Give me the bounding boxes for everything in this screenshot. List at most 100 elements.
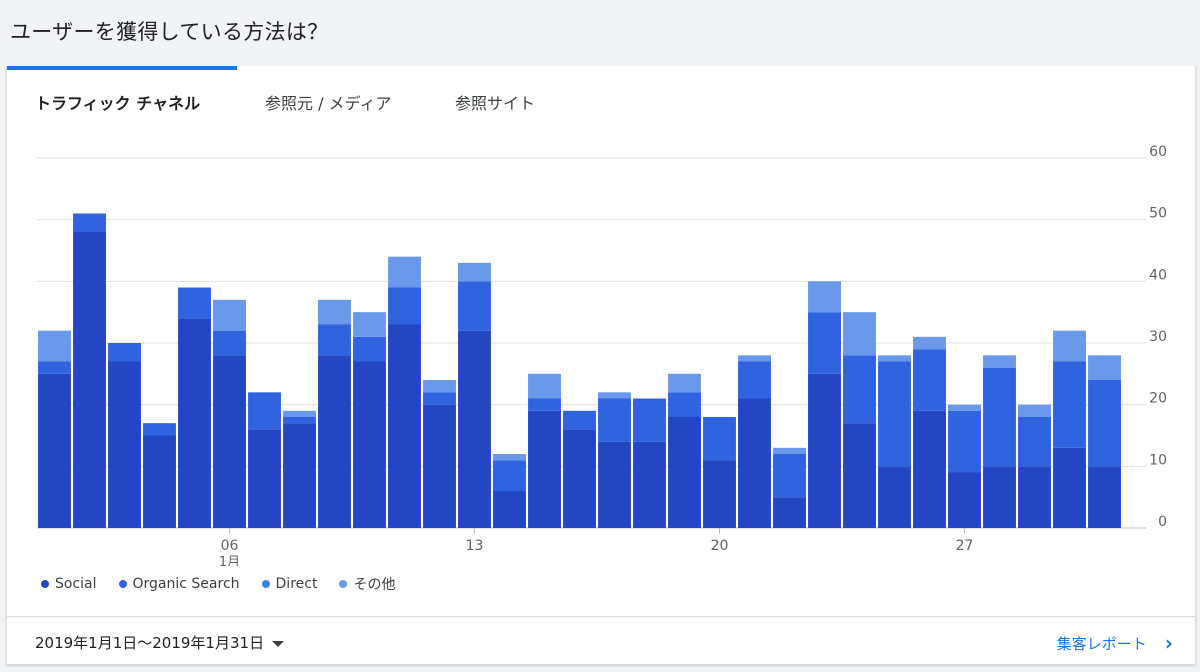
tab-source-medium[interactable]: 参照元 / メディア: [265, 94, 392, 113]
bar-segment-その他[interactable]: [388, 256, 421, 288]
bar-segment-その他[interactable]: [528, 373, 561, 399]
bar-segment-organic-search[interactable]: [178, 287, 211, 319]
legend-item[interactable]: Social: [41, 574, 97, 594]
bar-segment-organic-search[interactable]: [878, 361, 911, 467]
bar-segment-social[interactable]: [178, 318, 211, 528]
bar-segment-organic-search[interactable]: [353, 336, 386, 362]
bar-segment-social[interactable]: [73, 232, 106, 528]
legend-label: Organic Search: [132, 576, 240, 592]
bar-segment-social[interactable]: [528, 410, 561, 528]
bar-segment-その他[interactable]: [738, 355, 771, 362]
bar-segment-organic-search[interactable]: [913, 349, 946, 411]
bar-segment-social[interactable]: [458, 330, 491, 528]
legend-item[interactable]: その他: [339, 574, 395, 594]
bar-segment-organic-search[interactable]: [598, 398, 631, 442]
bar-segment-organic-search[interactable]: [843, 355, 876, 424]
bar-segment-social[interactable]: [808, 373, 841, 528]
bar-segment-social[interactable]: [598, 441, 631, 528]
bar-segment-その他[interactable]: [843, 312, 876, 356]
bar-segment-social[interactable]: [38, 373, 71, 528]
bar-segment-organic-search[interactable]: [143, 423, 176, 436]
chevron-right-icon: ›: [1164, 631, 1173, 655]
bar-segment-organic-search[interactable]: [213, 330, 246, 356]
bar-segment-organic-search[interactable]: [563, 410, 596, 430]
bar-segment-その他[interactable]: [773, 447, 806, 454]
bar-segment-social[interactable]: [983, 466, 1016, 528]
bar-segment-organic-search[interactable]: [1088, 380, 1121, 467]
legend-label: Social: [55, 576, 97, 592]
bar-segment-その他[interactable]: [598, 392, 631, 399]
bar-segment-social[interactable]: [353, 361, 386, 529]
bar-segment-organic-search[interactable]: [493, 460, 526, 491]
bar-segment-その他[interactable]: [493, 454, 526, 461]
bar-segment-organic-search[interactable]: [73, 213, 106, 233]
bar-segment-その他[interactable]: [948, 404, 981, 411]
bar-segment-social[interactable]: [248, 429, 281, 528]
bar-segment-その他[interactable]: [808, 281, 841, 313]
bar-segment-organic-search[interactable]: [423, 392, 456, 405]
bar-segment-social[interactable]: [1053, 447, 1086, 528]
legend-label: その他: [353, 577, 396, 593]
bar-segment-organic-search[interactable]: [38, 361, 71, 374]
legend-item[interactable]: Direct: [261, 574, 317, 594]
bar-segment-organic-search[interactable]: [1053, 361, 1086, 448]
bar-segment-その他[interactable]: [423, 380, 456, 393]
bar-segment-social[interactable]: [948, 472, 981, 529]
bar-segment-social[interactable]: [493, 491, 526, 528]
bar-segment-social[interactable]: [1088, 466, 1121, 528]
bar-segment-その他[interactable]: [1088, 355, 1121, 380]
bar-segment-その他[interactable]: [353, 312, 386, 337]
tab-referrals[interactable]: 参照サイト: [455, 94, 536, 113]
bar-segment-organic-search[interactable]: [633, 398, 666, 442]
bar-segment-social[interactable]: [913, 410, 946, 528]
bar-segment-organic-search[interactable]: [528, 398, 561, 411]
bar-segment-その他[interactable]: [913, 336, 946, 350]
bar-segment-organic-search[interactable]: [738, 361, 771, 399]
bar-segment-social[interactable]: [318, 355, 351, 528]
bar-segment-organic-search[interactable]: [773, 454, 806, 498]
bar-segment-その他[interactable]: [283, 410, 316, 417]
bar-segment-organic-search[interactable]: [283, 417, 316, 424]
bar-segment-social[interactable]: [563, 429, 596, 528]
bar-segment-その他[interactable]: [213, 299, 246, 331]
legend-dot-icon: [41, 580, 49, 588]
bar-segment-organic-search[interactable]: [248, 392, 281, 430]
bar-segment-social[interactable]: [143, 435, 176, 529]
bar-segment-social[interactable]: [213, 355, 246, 528]
bar-segment-social[interactable]: [108, 361, 141, 529]
bar-segment-その他[interactable]: [1053, 330, 1086, 362]
bar-segment-その他[interactable]: [38, 330, 71, 362]
bar-segment-その他[interactable]: [983, 355, 1016, 368]
active-tab-indicator: [7, 66, 237, 70]
bar-segment-social[interactable]: [283, 423, 316, 528]
bar-segment-organic-search[interactable]: [318, 324, 351, 356]
bar-segment-social[interactable]: [703, 460, 736, 528]
bar-segment-organic-search[interactable]: [668, 392, 701, 417]
bar-segment-organic-search[interactable]: [458, 281, 491, 331]
bar-segment-その他[interactable]: [458, 262, 491, 282]
bar-segment-social[interactable]: [878, 466, 911, 528]
bar-segment-social[interactable]: [388, 324, 421, 529]
bar-segment-social[interactable]: [738, 398, 771, 529]
bar-segment-organic-search[interactable]: [948, 410, 981, 473]
bar-segment-その他[interactable]: [318, 299, 351, 325]
legend-item[interactable]: Organic Search: [118, 574, 240, 594]
bar-segment-organic-search[interactable]: [983, 367, 1016, 467]
bar-segment-social[interactable]: [668, 417, 701, 528]
bar-segment-social[interactable]: [633, 441, 666, 528]
bar-segment-social[interactable]: [1018, 466, 1051, 528]
tab-traffic-channel[interactable]: トラフィック チャネル: [35, 94, 201, 113]
bar-segment-その他[interactable]: [878, 355, 911, 362]
bar-segment-organic-search[interactable]: [108, 343, 141, 362]
bar-segment-social[interactable]: [423, 404, 456, 528]
bar-segment-organic-search[interactable]: [1018, 417, 1051, 467]
bar-segment-social[interactable]: [843, 423, 876, 528]
date-range-selector[interactable]: 2019年1月1日〜2019年1月31日: [35, 632, 285, 653]
bar-segment-organic-search[interactable]: [703, 417, 736, 461]
bar-segment-organic-search[interactable]: [388, 287, 421, 325]
bar-segment-その他[interactable]: [668, 373, 701, 393]
bar-segment-その他[interactable]: [1018, 404, 1051, 417]
bar-segment-organic-search[interactable]: [808, 312, 841, 374]
bar-segment-social[interactable]: [773, 497, 806, 528]
acquisition-report-link[interactable]: 集客レポート ›: [1057, 631, 1173, 655]
